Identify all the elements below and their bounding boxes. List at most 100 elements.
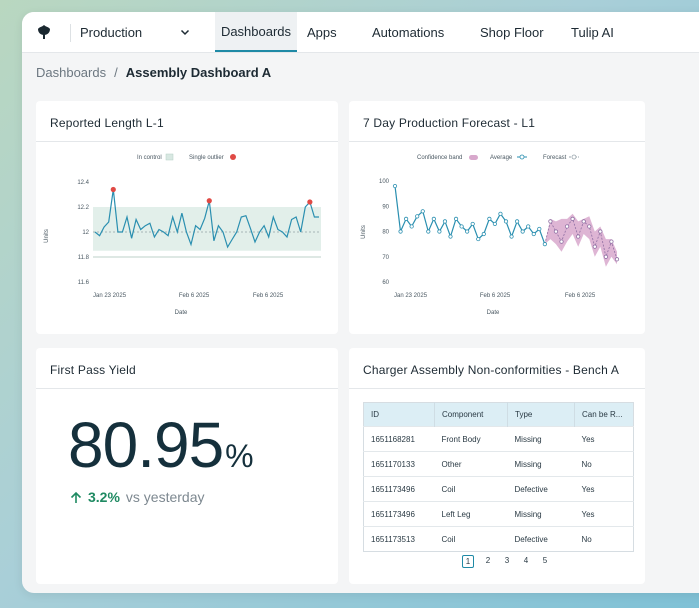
average-point[interactable]	[453, 216, 459, 221]
reported-length-chart: In control Single outlier 12.4 12.2 12 11.8…	[44, 153, 321, 316]
legend-forecast-swatch	[569, 154, 579, 160]
tab-tulip-ai[interactable]: Tulip AI	[571, 12, 614, 52]
average-point[interactable]	[392, 183, 398, 189]
average-point[interactable]	[398, 229, 403, 234]
forecast-point[interactable]	[598, 229, 603, 234]
tab-apps[interactable]: Apps	[307, 12, 337, 52]
average-point[interactable]	[526, 224, 531, 229]
workspace-label: Production	[80, 24, 143, 40]
average-point[interactable]	[448, 234, 453, 239]
average-point[interactable]	[481, 231, 486, 237]
column-header-type[interactable]: Type	[507, 402, 575, 427]
page-button-3[interactable]: 3	[504, 556, 510, 565]
table-row[interactable]: 1651173513 Coil Defective No	[363, 526, 634, 552]
kpi-unit: %	[225, 438, 253, 474]
average-point[interactable]	[476, 236, 481, 242]
x-tick-label: Feb 6 2025	[565, 293, 596, 299]
workspace-selector[interactable]: Production	[80, 18, 190, 46]
cell-type: Defective	[507, 526, 575, 552]
table-row[interactable]: 1651173496 Left Leg Missing Yes	[363, 501, 634, 527]
average-point[interactable]	[415, 214, 420, 219]
confidence-band	[544, 213, 617, 267]
average-point[interactable]	[470, 221, 475, 227]
average-point[interactable]	[537, 226, 542, 232]
average-point[interactable]	[409, 224, 414, 229]
legend-confidence-swatch	[469, 155, 478, 160]
forecast-point[interactable]	[609, 239, 614, 244]
cell-id: 1651168281	[363, 426, 435, 452]
page-button-4[interactable]: 4	[523, 556, 529, 565]
forecast-chart: Confidence band Average Forecast 100 90 80…	[361, 154, 620, 316]
column-header-component[interactable]: Component	[434, 402, 508, 427]
kpi-number: 80.95	[68, 409, 224, 481]
average-point[interactable]	[442, 219, 448, 224]
x-tick-label: Feb 6 2025	[480, 293, 511, 299]
tab-automations[interactable]: Automations	[372, 12, 444, 52]
cell-id: 1651173513	[363, 526, 435, 552]
forecast-point[interactable]	[587, 224, 592, 229]
legend-average-swatch	[517, 154, 527, 160]
breadcrumb-separator: /	[114, 65, 118, 80]
forecast-point[interactable]	[603, 254, 608, 259]
page-button-1[interactable]: 1	[462, 555, 474, 568]
column-header-can-be-reworked[interactable]: Can be R...	[574, 402, 634, 427]
reported-length-card: Reported Length L-1 In control Single ou…	[36, 101, 338, 334]
page-button-5[interactable]: 5	[542, 556, 548, 565]
average-point[interactable]	[492, 221, 497, 227]
page-button-2[interactable]: 2	[485, 556, 491, 565]
table-row[interactable]: 1651168281 Front Body Missing Yes	[363, 426, 634, 452]
average-point[interactable]	[437, 229, 442, 234]
top-bar: Production Dashboards Apps Automations S…	[22, 12, 699, 53]
cell-component: Front Body	[434, 426, 508, 452]
average-point[interactable]	[503, 219, 509, 224]
topbar-divider	[70, 24, 71, 42]
average-point[interactable]	[498, 211, 503, 216]
forecast-point[interactable]	[570, 216, 575, 221]
tab-dashboards[interactable]: Dashboards	[215, 12, 297, 52]
table-row[interactable]: 1651170133 Other Missing No	[363, 451, 634, 477]
average-point[interactable]	[426, 229, 431, 234]
average-point[interactable]	[403, 216, 409, 221]
table-header-row: ID Component Type Can be R...	[363, 402, 634, 427]
average-point[interactable]	[431, 216, 436, 221]
average-point[interactable]	[487, 216, 492, 221]
column-header-id[interactable]: ID	[363, 402, 435, 427]
first-pass-yield-card: First Pass Yield 80.95% 3.2% vs yesterda…	[36, 348, 338, 584]
breadcrumb-current: Assembly Dashboard A	[125, 65, 272, 80]
outlier-point[interactable]	[307, 199, 313, 205]
tulip-logo-icon[interactable]	[36, 24, 52, 40]
tab-label: Automations	[372, 24, 445, 40]
x-axis-label: Date	[175, 310, 188, 316]
legend-in-control-label: In control	[137, 155, 162, 161]
tab-shop-floor[interactable]: Shop Floor	[480, 12, 544, 52]
legend-outlier-label: Single outlier	[189, 155, 224, 161]
outlier-point[interactable]	[110, 186, 116, 193]
forecast-point[interactable]	[576, 234, 581, 239]
table-row[interactable]: 1651173496 Coil Defective Yes	[363, 476, 634, 502]
forecast-point[interactable]	[592, 244, 597, 249]
average-point[interactable]	[465, 229, 470, 234]
average-point[interactable]	[420, 209, 425, 214]
forecast-point[interactable]	[553, 229, 559, 234]
card-divider	[36, 141, 338, 142]
average-point[interactable]	[542, 242, 547, 247]
legend-confidence-label: Confidence band	[417, 155, 462, 161]
tab-label: Dashboards	[220, 23, 292, 39]
average-point[interactable]	[509, 234, 514, 239]
breadcrumb-root[interactable]: Dashboards	[36, 65, 107, 80]
forecast-point[interactable]	[614, 257, 620, 262]
cell-reworkable: No	[574, 451, 634, 477]
forecast-point[interactable]	[548, 219, 553, 224]
average-point[interactable]	[515, 219, 520, 224]
card-title: 7 Day Production Forecast - L1	[363, 116, 536, 130]
average-point[interactable]	[459, 224, 464, 229]
cell-component: Left Leg	[434, 501, 508, 527]
forecast-point[interactable]	[564, 224, 570, 229]
average-point[interactable]	[520, 229, 525, 234]
outlier-point[interactable]	[206, 198, 212, 204]
average-point[interactable]	[531, 231, 536, 237]
y-axis-label: Units	[44, 229, 50, 243]
forecast-point[interactable]	[581, 219, 586, 224]
forecast-point[interactable]	[559, 239, 564, 244]
kpi-comparison: vs yesterday	[125, 489, 205, 505]
